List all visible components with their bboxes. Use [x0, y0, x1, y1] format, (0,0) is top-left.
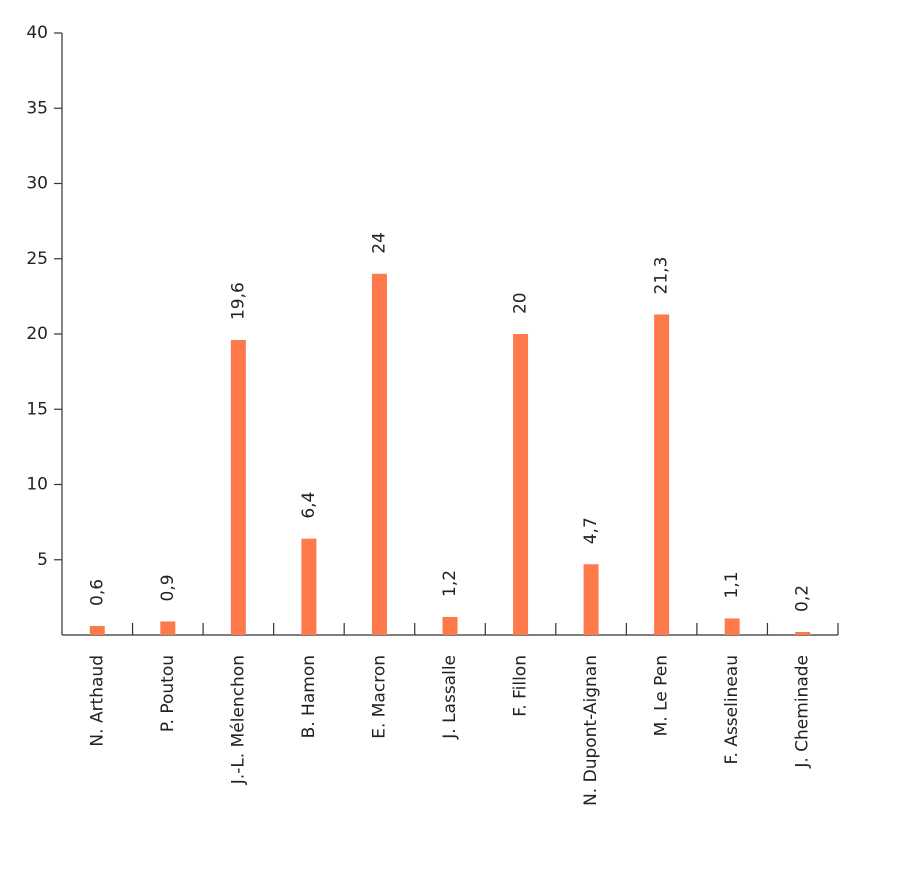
bar: [301, 538, 317, 635]
value-label: 0,6: [87, 579, 107, 606]
value-label: 24: [369, 232, 389, 254]
value-label: 1,2: [440, 570, 460, 597]
x-tick-label: F. Fillon: [511, 655, 531, 717]
x-tick-label: E. Macron: [369, 655, 389, 739]
bar: [724, 618, 740, 635]
value-label: 0,2: [793, 585, 813, 612]
x-tick-label: J. Lassalle: [440, 655, 460, 740]
y-tick-label: 35: [26, 98, 48, 118]
value-label: 20: [511, 292, 531, 314]
value-label: 6,4: [299, 492, 319, 519]
x-tick-label: B. Hamon: [299, 655, 319, 738]
y-tick-label: 20: [26, 324, 48, 344]
x-tick-label: J. Cheminade: [793, 655, 813, 769]
value-label: 21,3: [652, 257, 672, 295]
y-tick-label: 10: [26, 475, 48, 495]
value-label: 4,7: [581, 517, 601, 544]
x-tick-label: N. Arthaud: [87, 655, 107, 747]
y-tick-label: 30: [26, 174, 48, 194]
bar: [371, 273, 387, 635]
bar: [230, 340, 246, 635]
y-tick-label: 5: [37, 550, 48, 570]
x-tick-label: F. Asselineau: [722, 655, 742, 765]
bar: [795, 631, 811, 635]
x-tick-label: J.-L. Mélenchon: [228, 655, 248, 785]
bar: [654, 314, 670, 635]
value-label: 19,6: [228, 282, 248, 320]
value-label: 0,9: [158, 574, 178, 601]
bar: [513, 334, 529, 635]
bar: [583, 564, 599, 635]
x-tick-label: N. Dupont-Aignan: [581, 655, 601, 806]
y-tick-label: 40: [26, 23, 48, 43]
bar: [89, 625, 105, 635]
y-tick-label: 15: [26, 399, 48, 419]
x-tick-label: P. Poutou: [158, 655, 178, 732]
x-tick-label: M. Le Pen: [652, 655, 672, 736]
y-tick-label: 25: [26, 249, 48, 269]
value-label: 1,1: [722, 571, 742, 598]
bar: [160, 621, 176, 635]
bar: [442, 616, 458, 635]
